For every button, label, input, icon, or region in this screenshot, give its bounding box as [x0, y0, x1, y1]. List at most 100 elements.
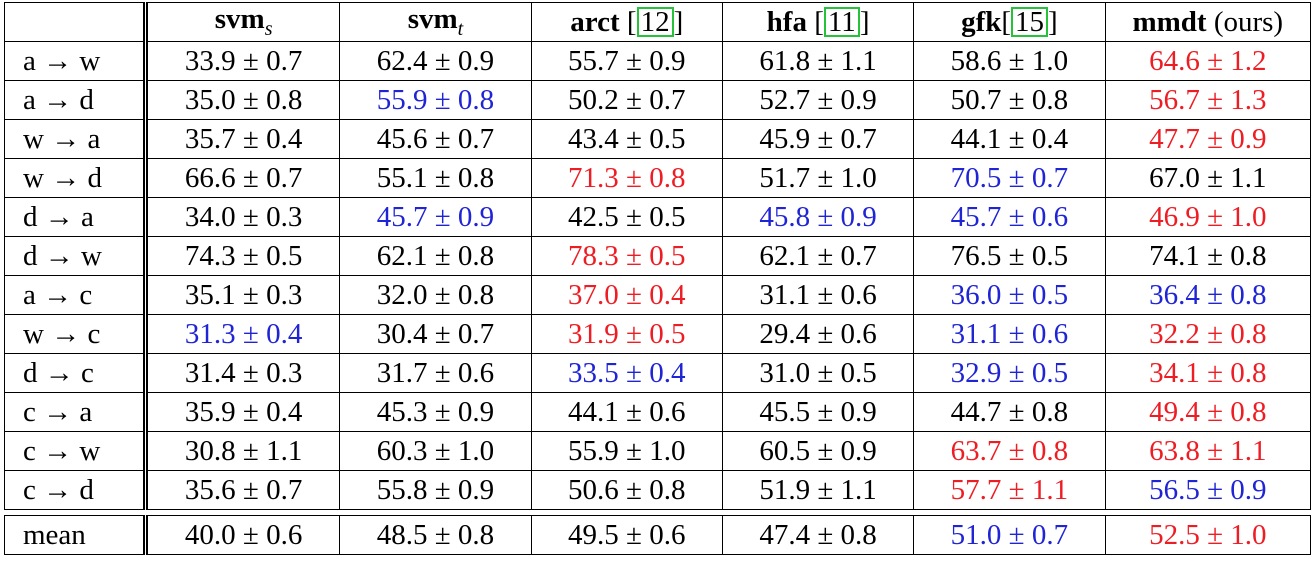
table-body: a → w 33.9 ± 0.7 62.4 ± 0.9 55.7 ± 0.9 61.8 …: [4, 41, 1312, 510]
result-cell: 45.5 ± 0.9: [721, 392, 915, 432]
result-cell: 55.9 ± 1.0: [530, 431, 723, 471]
result-cell: 31.7 ± 0.6: [339, 353, 532, 393]
mean-section: mean 40.0 ± 0.6 48.5 ± 0.8 49.5 ± 0.6 47.4 ±…: [4, 515, 1312, 555]
result-cell: 35.7 ± 0.4: [144, 119, 341, 159]
result-cell: 56.7 ± 1.3: [1104, 80, 1312, 120]
cite-open: [: [619, 5, 637, 38]
col-header-arct: arct [12]: [530, 2, 723, 42]
row-label: c → w: [4, 431, 148, 471]
row-label: a → d: [4, 80, 148, 120]
citation-link[interactable]: 11: [823, 6, 860, 37]
table-row: d → a 34.0 ± 0.3 45.7 ± 0.9 42.5 ± 0.5 45.8 …: [4, 197, 1312, 237]
result-cell: 29.4 ± 0.6: [721, 314, 915, 354]
result-cell: 50.7 ± 0.8: [913, 80, 1106, 120]
result-cell: 35.1 ± 0.3: [144, 275, 341, 315]
row-label: a → w: [4, 41, 148, 81]
col-header-gfk: gfk[15]: [913, 2, 1106, 42]
result-cell: 45.7 ± 0.6: [913, 197, 1106, 237]
result-cell: 60.3 ± 1.0: [339, 431, 532, 471]
col-header-svm-t: svmt: [339, 2, 532, 42]
result-cell: 45.7 ± 0.9: [339, 197, 532, 237]
row-label: c → a: [4, 392, 148, 432]
row-label: d → c: [4, 353, 148, 393]
table-row: d → w 74.3 ± 0.5 62.1 ± 0.8 78.3 ± 0.5 62.1 …: [4, 236, 1312, 276]
result-cell: 47.4 ± 0.8: [721, 515, 915, 555]
row-label: w → c: [4, 314, 148, 354]
citation-link[interactable]: 12: [636, 6, 674, 37]
result-cell: 78.3 ± 0.5: [530, 236, 723, 276]
result-cell: 52.7 ± 0.9: [721, 80, 915, 120]
col-name: svm: [214, 3, 265, 36]
result-cell: 56.5 ± 0.9: [1104, 470, 1312, 510]
result-cell: 55.1 ± 0.8: [339, 158, 532, 198]
result-cell: 33.9 ± 0.7: [144, 41, 341, 81]
row-label: d → a: [4, 197, 148, 237]
result-cell: 45.3 ± 0.9: [339, 392, 532, 432]
result-cell: 52.5 ± 1.0: [1104, 515, 1312, 555]
result-cell: 58.6 ± 1.0: [913, 41, 1106, 81]
result-cell: 35.0 ± 0.8: [144, 80, 341, 120]
result-cell: 45.8 ± 0.9: [721, 197, 915, 237]
table-row: a → d 35.0 ± 0.8 55.9 ± 0.8 50.2 ± 0.7 52.7 …: [4, 80, 1312, 120]
col-subscript: s: [264, 17, 273, 40]
result-cell: 63.7 ± 0.8: [913, 431, 1106, 471]
col-name: svm: [407, 3, 458, 36]
row-label: mean: [4, 515, 148, 555]
result-cell: 40.0 ± 0.6: [144, 515, 341, 555]
row-label: c → d: [4, 470, 148, 510]
result-cell: 67.0 ± 1.1: [1104, 158, 1312, 198]
result-cell: 64.6 ± 1.2: [1104, 41, 1312, 81]
corner-cell: [4, 2, 148, 42]
result-cell: 51.7 ± 1.0: [721, 158, 915, 198]
result-cell: 55.7 ± 0.9: [530, 41, 723, 81]
result-cell: 62.1 ± 0.8: [339, 236, 532, 276]
col-name: hfa: [766, 5, 807, 38]
row-label: d → w: [4, 236, 148, 276]
table-row: a → c 35.1 ± 0.3 32.0 ± 0.8 37.0 ± 0.4 31.1 …: [4, 275, 1312, 315]
result-cell: 62.1 ± 0.7: [721, 236, 915, 276]
result-cell: 51.0 ± 0.7: [913, 515, 1106, 555]
table-row: a → w 33.9 ± 0.7 62.4 ± 0.9 55.7 ± 0.9 61.8 …: [4, 41, 1312, 81]
result-cell: 76.5 ± 0.5: [913, 236, 1106, 276]
result-cell: 44.7 ± 0.8: [913, 392, 1106, 432]
mean-row: mean 40.0 ± 0.6 48.5 ± 0.8 49.5 ± 0.6 47.4 ±…: [4, 515, 1312, 555]
citation-link[interactable]: 15: [1011, 6, 1049, 37]
result-cell: 57.7 ± 1.1: [913, 470, 1106, 510]
result-cell: 32.0 ± 0.8: [339, 275, 532, 315]
result-cell: 31.3 ± 0.4: [144, 314, 341, 354]
result-cell: 51.9 ± 1.1: [721, 470, 915, 510]
table-row: w → c 31.3 ± 0.4 30.4 ± 0.7 31.9 ± 0.5 29.4 …: [4, 314, 1312, 354]
col-header-mmdt: mmdt (ours): [1104, 2, 1312, 42]
result-cell: 34.1 ± 0.8: [1104, 353, 1312, 393]
col-name: gfk: [961, 5, 1002, 38]
result-cell: 33.5 ± 0.4: [530, 353, 723, 393]
result-cell: 30.8 ± 1.1: [144, 431, 341, 471]
cite-open: [: [806, 5, 824, 38]
row-label: w → d: [4, 158, 148, 198]
result-cell: 50.6 ± 0.8: [530, 470, 723, 510]
result-cell: 43.4 ± 0.5: [530, 119, 723, 159]
result-cell: 45.6 ± 0.7: [339, 119, 532, 159]
row-label: a → c: [4, 275, 148, 315]
table-row: w → d 66.6 ± 0.7 55.1 ± 0.8 71.3 ± 0.8 51.7 …: [4, 158, 1312, 198]
result-cell: 44.1 ± 0.4: [913, 119, 1106, 159]
result-cell: 50.2 ± 0.7: [530, 80, 723, 120]
result-cell: 49.5 ± 0.6: [530, 515, 723, 555]
table-row: d → c 31.4 ± 0.3 31.7 ± 0.6 33.5 ± 0.4 31.0 …: [4, 353, 1312, 393]
col-suffix: (ours): [1206, 5, 1284, 38]
result-cell: 31.1 ± 0.6: [721, 275, 915, 315]
cite-close: ]: [673, 5, 684, 38]
result-cell: 31.9 ± 0.5: [530, 314, 723, 354]
table-row: c → a 35.9 ± 0.4 45.3 ± 0.9 44.1 ± 0.6 45.5 …: [4, 392, 1312, 432]
result-cell: 74.1 ± 0.8: [1104, 236, 1312, 276]
table-row: c → w 30.8 ± 1.1 60.3 ± 1.0 55.9 ± 1.0 60.5 …: [4, 431, 1312, 471]
result-cell: 61.8 ± 1.1: [721, 41, 915, 81]
result-cell: 34.0 ± 0.3: [144, 197, 341, 237]
result-cell: 45.9 ± 0.7: [721, 119, 915, 159]
result-cell: 47.7 ± 0.9: [1104, 119, 1312, 159]
header-row: svms svmt arct [12] hfa [11] gfk[15] mmd…: [4, 2, 1312, 42]
result-cell: 37.0 ± 0.4: [530, 275, 723, 315]
row-label: w → a: [4, 119, 148, 159]
col-header-hfa: hfa [11]: [721, 2, 915, 42]
table-row: c → d 35.6 ± 0.7 55.8 ± 0.9 50.6 ± 0.8 51.9 …: [4, 470, 1312, 510]
